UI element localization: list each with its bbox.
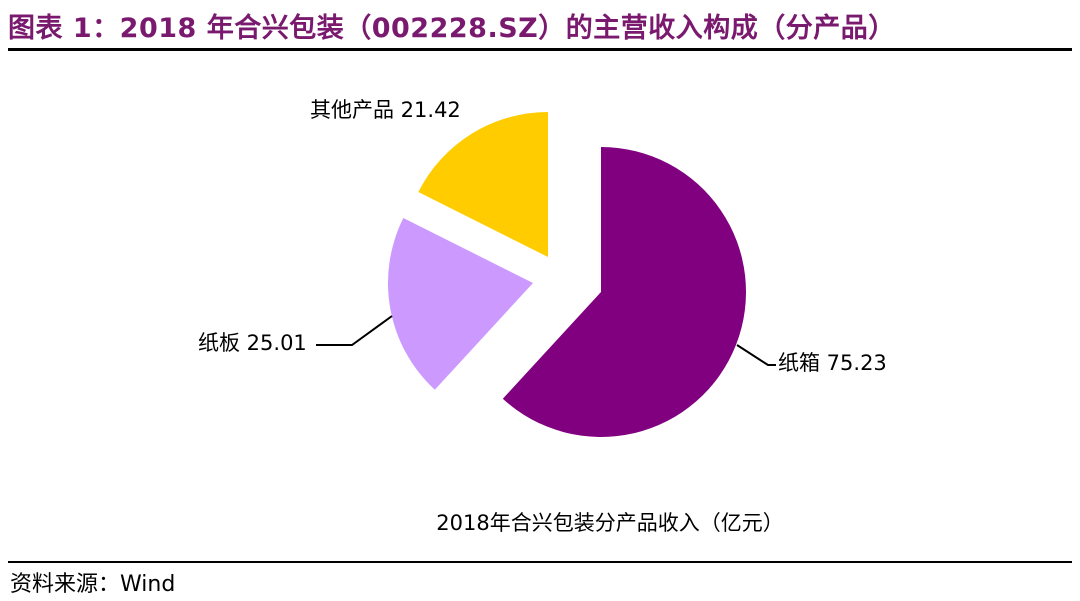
leader-line-纸板 xyxy=(316,315,393,346)
data-label-纸箱: 纸箱 75.23 xyxy=(778,351,887,375)
figure-title: 图表 1：2018 年合兴包装（002228.SZ）的主营收入构成（分产品） xyxy=(8,13,896,44)
pie-slice-其他产品 xyxy=(418,112,548,257)
pie-slice-纸箱 xyxy=(502,147,746,437)
data-label-纸板: 纸板 25.01 xyxy=(198,331,307,355)
pie-slice-纸板 xyxy=(387,218,533,390)
source-divider xyxy=(8,561,1072,563)
chart-title: 2018年合兴包装分产品收入（亿元） xyxy=(436,511,783,535)
source-note: 资料来源：Wind xyxy=(10,572,176,597)
leader-line-纸箱 xyxy=(736,344,776,366)
data-label-其他产品: 其他产品 21.42 xyxy=(310,98,461,122)
title-divider xyxy=(8,48,1072,51)
